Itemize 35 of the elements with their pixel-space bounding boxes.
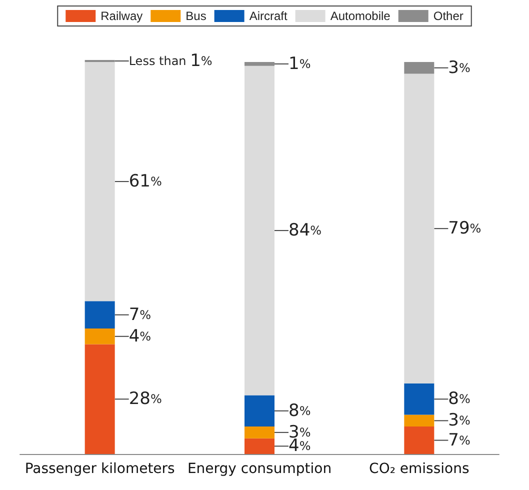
data-label: 3% [448, 410, 470, 431]
bar [404, 426, 434, 454]
bar [404, 74, 434, 384]
bar [84, 328, 115, 344]
bar [244, 66, 274, 396]
bar [244, 395, 274, 427]
data-label: 79% [448, 218, 482, 239]
data-label: Less than 1% [128, 50, 212, 71]
bar [84, 301, 115, 329]
bar [244, 62, 274, 66]
bar [84, 344, 115, 454]
data-label: 28% [128, 389, 162, 410]
data-label: 4% [128, 326, 152, 346]
data-label: 8% [448, 389, 470, 410]
legend-label: Aircraft [249, 9, 288, 23]
bar [244, 426, 274, 438]
legend-label: Bus [186, 9, 206, 23]
legend-label: Railway [100, 9, 143, 23]
bar [404, 414, 434, 427]
data-label: 8% [288, 400, 311, 421]
data-label: 3% [448, 58, 470, 78]
bar [404, 383, 434, 415]
data-label: 84% [288, 220, 322, 241]
legend-label: Other [433, 9, 464, 23]
data-label: 61% [128, 172, 162, 192]
data-label: 1% [288, 54, 311, 74]
data-label: 7% [128, 304, 152, 325]
bar [84, 62, 115, 302]
x-tick-label: CO₂ emissions [369, 461, 470, 477]
bar [404, 62, 434, 74]
bar [244, 438, 274, 454]
legend-label: Automobile [330, 9, 391, 23]
data-label: 7% [448, 430, 470, 450]
x-tick-label: Energy consumption [187, 461, 332, 477]
x-tick-label: Passenger kilometers [24, 461, 175, 477]
